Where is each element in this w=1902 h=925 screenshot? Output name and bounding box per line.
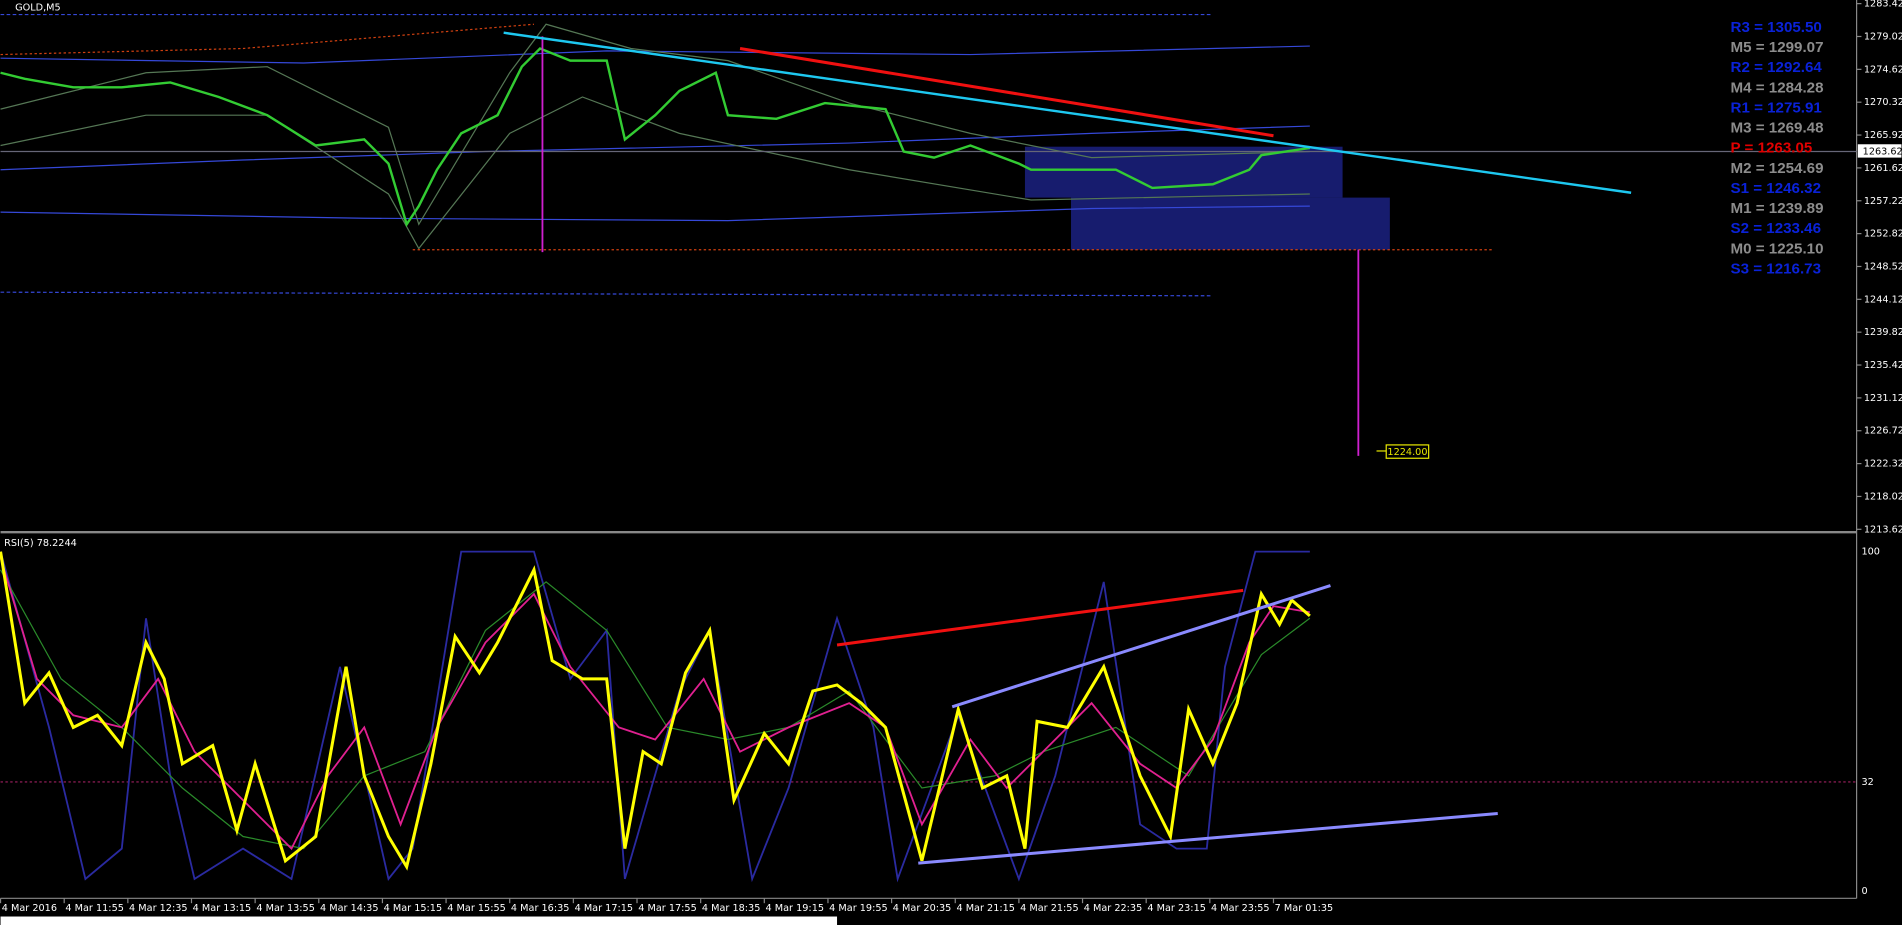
pivot-label: M5 = 1299.07 <box>1731 39 1824 56</box>
band <box>0 23 535 56</box>
time-label: 7 Mar 01:35 <box>1275 903 1334 914</box>
price-label: 1283.42 <box>1864 0 1902 10</box>
pivot-label: M1 = 1239.89 <box>1731 200 1824 217</box>
time-label: 4 Mar 23:15 <box>1147 903 1206 914</box>
price-label: 1252.82 <box>1864 229 1902 240</box>
price-label: 1239.82 <box>1864 327 1902 338</box>
band <box>0 96 1310 250</box>
arrow <box>739 46 1274 138</box>
time-label: 4 Mar 19:15 <box>766 903 825 914</box>
pivot-label: S3 = 1216.73 <box>1731 260 1822 277</box>
price-label: 1261.62 <box>1864 163 1902 174</box>
band <box>0 205 1310 222</box>
trendline <box>503 31 1632 194</box>
time-label: 4 Mar 2016 <box>2 903 57 914</box>
pivot-label: P = 1263.05 <box>1731 140 1813 157</box>
price-label: 1235.42 <box>1864 360 1902 371</box>
target-label: 1224.00 <box>1387 447 1427 458</box>
band <box>0 291 1213 297</box>
rsi-fast <box>0 550 1310 883</box>
price-label: 1222.32 <box>1864 459 1902 470</box>
band <box>0 23 1310 226</box>
symbol-label: GOLD,M5 <box>15 2 61 13</box>
trendline <box>951 584 1331 709</box>
time-label: 4 Mar 13:15 <box>193 903 252 914</box>
time-label: 4 Mar 23:55 <box>1211 903 1270 914</box>
time-label: 4 Mar 17:55 <box>638 903 697 914</box>
arrow <box>836 588 1244 647</box>
rsi-label: RSI(5) 78.2244 <box>4 538 77 549</box>
time-label: 4 Mar 11:55 <box>65 903 124 914</box>
zone <box>1071 197 1390 250</box>
current-price: 1263.62 <box>1863 147 1902 158</box>
time-label: 4 Mar 21:15 <box>956 903 1015 914</box>
pivot-label: R2 = 1292.64 <box>1731 59 1823 76</box>
price-line <box>0 47 1311 228</box>
time-label: 4 Mar 17:15 <box>575 903 634 914</box>
price-label: 1257.22 <box>1864 196 1902 207</box>
band <box>0 45 1310 64</box>
pivot-label: M0 = 1225.10 <box>1731 240 1824 257</box>
scrollbar[interactable] <box>0 916 838 925</box>
time-label: 4 Mar 20:35 <box>893 903 952 914</box>
time-label: 4 Mar 14:35 <box>320 903 379 914</box>
pivot-label: M3 = 1269.48 <box>1731 120 1824 137</box>
pivot-label: R1 = 1275.91 <box>1731 99 1822 116</box>
time-label: 4 Mar 16:35 <box>511 903 570 914</box>
price-label: 1248.52 <box>1864 261 1902 272</box>
time-label: 4 Mar 21:55 <box>1020 903 1079 914</box>
time-label: 4 Mar 12:35 <box>129 903 188 914</box>
current-price-box <box>1857 144 1902 158</box>
rsi-band <box>0 569 1311 850</box>
time-label: 4 Mar 19:55 <box>829 903 888 914</box>
rsi-axis-label: 0 <box>1861 886 1867 897</box>
rsi-line <box>0 551 1311 871</box>
price-label: 1231.12 <box>1864 393 1902 404</box>
bands <box>0 13 1857 297</box>
pivot-label: S1 = 1246.32 <box>1731 180 1822 197</box>
price-label: 1213.62 <box>1864 524 1902 535</box>
pivot-label: M2 = 1254.69 <box>1731 160 1824 177</box>
price-label: 1244.12 <box>1864 294 1902 305</box>
time-label: 4 Mar 13:55 <box>256 903 315 914</box>
time-label: 4 Mar 22:35 <box>1084 903 1143 914</box>
price-label: 1218.02 <box>1864 491 1902 502</box>
pivot-label: R3 = 1305.50 <box>1731 19 1822 36</box>
trendline <box>918 811 1498 865</box>
rsi-axis-label: 100 <box>1861 547 1880 558</box>
pivot-label: S2 = 1233.46 <box>1731 220 1822 237</box>
price-label: 1270.32 <box>1864 97 1902 108</box>
rsi-signal <box>0 557 1310 851</box>
pivot-label: M4 = 1284.28 <box>1731 79 1824 96</box>
price-label: 1274.62 <box>1864 64 1902 75</box>
band <box>0 125 1310 171</box>
rsi-axis-label: 32 <box>1861 777 1873 788</box>
price-label: 1226.72 <box>1864 426 1902 437</box>
time-label: 4 Mar 15:15 <box>384 903 443 914</box>
price-label: 1265.92 <box>1864 130 1902 141</box>
time-label: 4 Mar 15:55 <box>447 903 506 914</box>
time-label: 4 Mar 18:35 <box>702 903 761 914</box>
price-label: 1279.02 <box>1864 31 1902 42</box>
